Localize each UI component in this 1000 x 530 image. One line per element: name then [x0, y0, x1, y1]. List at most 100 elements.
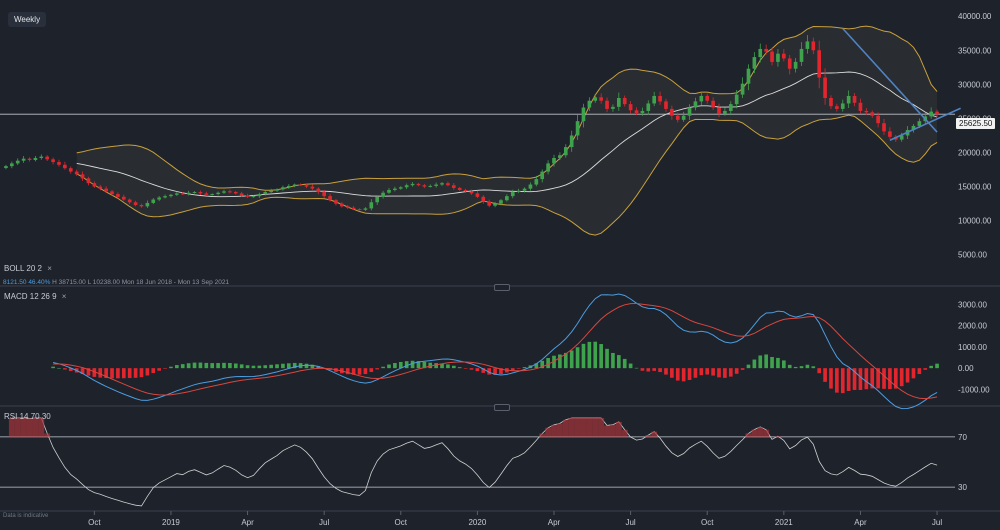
- macd-histogram-bar: [428, 362, 433, 369]
- candle-body: [664, 101, 668, 109]
- candle-body: [233, 192, 238, 194]
- boll-info-percent: 46.40%: [28, 279, 51, 286]
- macd-histogram-bar: [917, 368, 922, 375]
- rsi-panel: 70 30: [0, 417, 967, 507]
- candle-body: [899, 135, 904, 140]
- candle-body: [746, 68, 751, 84]
- macd-indicator-label[interactable]: MACD 12 26 9 ×: [4, 292, 66, 301]
- macd-histogram-bar: [451, 365, 456, 369]
- timeframe-selector[interactable]: Weekly: [8, 12, 47, 27]
- macd-histogram-bar: [805, 364, 810, 369]
- candle-body: [186, 192, 191, 195]
- macd-histogram-bar: [110, 368, 114, 379]
- candle-body: [516, 190, 521, 193]
- macd-histogram-bar: [440, 363, 444, 369]
- macd-histogram-bar: [57, 367, 61, 369]
- candle-body: [180, 193, 185, 195]
- macd-signal: 9: [52, 292, 57, 301]
- rsi-overbought-fill: [568, 418, 575, 437]
- macd-histogram-bar: [446, 364, 450, 369]
- macd-histogram-bar: [292, 362, 297, 369]
- macd-histogram-bar: [304, 363, 309, 369]
- rsi-line: [11, 417, 938, 507]
- candle-body: [210, 194, 215, 196]
- candle-body: [563, 147, 568, 156]
- candle-body: [216, 192, 220, 195]
- candle-body: [575, 121, 580, 136]
- time-tick-label: Oct: [395, 518, 408, 527]
- candle-body: [829, 98, 833, 107]
- macd-histogram-bar: [263, 365, 268, 369]
- candle-body: [39, 156, 44, 158]
- macd-histogram-bar: [269, 364, 273, 369]
- candle-body: [357, 209, 362, 211]
- macd-histogram-bar: [222, 362, 226, 369]
- candle-body: [175, 193, 179, 195]
- candle-body: [387, 190, 391, 193]
- macd-histogram-bar: [534, 363, 539, 369]
- rsi-overbought-fill: [592, 418, 599, 437]
- candle-body: [622, 98, 627, 105]
- macd-histogram-bar: [646, 368, 651, 372]
- rsi-overbought-fill: [745, 433, 752, 437]
- candle-body: [552, 157, 556, 164]
- candle-body: [546, 163, 550, 172]
- macd-histogram-bar: [157, 368, 161, 371]
- macd-histogram-bar: [728, 368, 733, 377]
- time-tick-label: Jul: [319, 518, 329, 527]
- macd-histogram-bar: [239, 364, 244, 369]
- macd-histogram-bar: [905, 368, 910, 383]
- candle-body: [888, 131, 892, 137]
- macd-histogram-bar: [876, 368, 880, 389]
- candle-body: [51, 159, 55, 163]
- macd-histogram-bar: [935, 363, 939, 369]
- candle-body: [723, 110, 727, 114]
- rsi-indicator-label[interactable]: RSI 14 70 30: [4, 412, 51, 421]
- macd-histogram-bar: [210, 363, 215, 369]
- macd-histogram-bar: [281, 363, 285, 369]
- boll-indicator-label[interactable]: BOLL 20 2 ×: [4, 264, 52, 273]
- macd-histogram-bar: [116, 368, 120, 379]
- candle-body: [121, 196, 126, 200]
- candle-body: [292, 184, 297, 186]
- macd-histogram-bar: [469, 368, 474, 370]
- rsi-level-label: 30: [958, 483, 967, 492]
- rsi-overbought-fill: [621, 429, 628, 437]
- candle-body: [451, 185, 456, 188]
- macd-histogram-bar: [139, 368, 144, 378]
- macd-histogram-bar: [463, 368, 468, 369]
- candle-body: [63, 164, 67, 169]
- candle-body: [534, 179, 539, 185]
- boll-info-high: H 38715.00: [52, 279, 86, 286]
- candle-body: [92, 183, 97, 187]
- candle-body: [286, 185, 291, 188]
- candle-body: [110, 191, 114, 195]
- candle-body: [74, 171, 79, 175]
- macd-histogram-bar: [398, 361, 403, 369]
- macd-histogram-bar: [257, 365, 262, 369]
- macd-histogram-bar: [540, 360, 545, 369]
- candle-body: [45, 156, 50, 160]
- candle-body: [528, 184, 533, 189]
- resize-handle-rsi[interactable]: [494, 404, 510, 411]
- macd-histogram-bar: [192, 362, 197, 369]
- candle-body: [658, 95, 662, 102]
- candle-body: [499, 200, 503, 204]
- rsi-overbought-fill: [609, 424, 616, 437]
- candle-body: [764, 48, 768, 52]
- resize-handle-macd[interactable]: [494, 284, 510, 291]
- macd-histogram-bar: [516, 368, 521, 369]
- boll-close-icon[interactable]: ×: [47, 264, 52, 273]
- candle-body: [587, 100, 592, 108]
- price-tick-label: 40000.00: [958, 12, 992, 21]
- candle-body: [57, 162, 61, 165]
- candle-body: [298, 184, 303, 186]
- macd-histogram-bar: [605, 348, 609, 369]
- macd-close-icon[interactable]: ×: [61, 292, 67, 301]
- macd-histogram-bar: [829, 368, 833, 389]
- candle-body: [675, 115, 680, 120]
- macd-histogram-bar: [363, 368, 368, 375]
- macd-histogram-bar: [899, 368, 904, 387]
- candle-body: [245, 195, 250, 197]
